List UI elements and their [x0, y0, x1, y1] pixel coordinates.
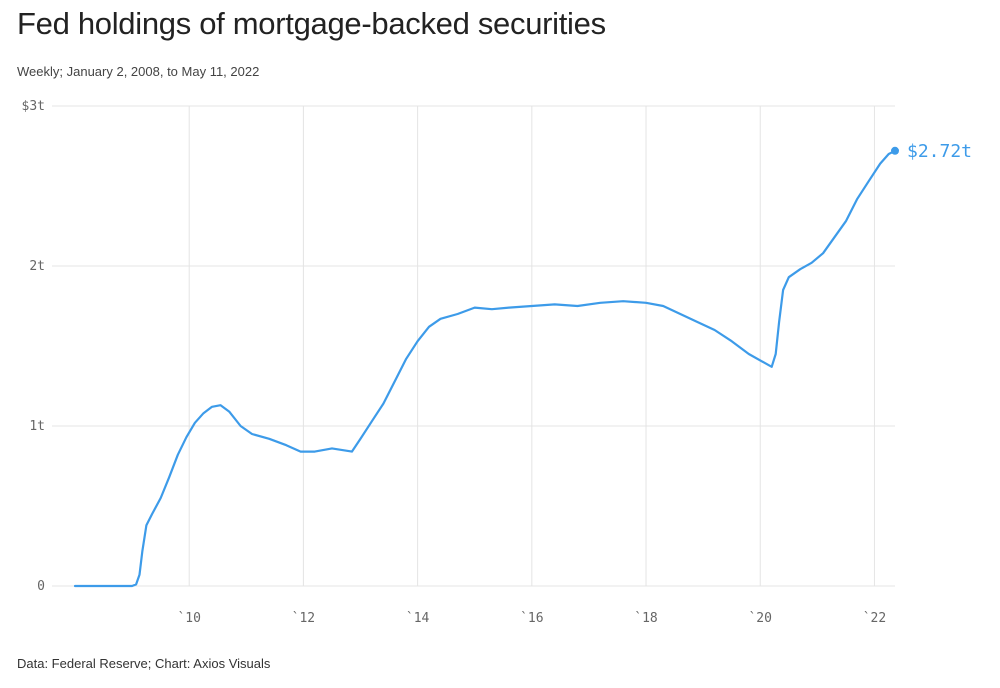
x-tick-label: `18	[634, 611, 657, 626]
source-note: Data: Federal Reserve; Chart: Axios Visu…	[17, 656, 271, 671]
end-point	[891, 146, 899, 155]
y-tick-label: 0	[37, 579, 45, 594]
axis-ticks: 0 1t 2t $3t `10 `12 `14 `16 `18 `20 `22	[22, 99, 887, 626]
series-line	[73, 149, 897, 588]
chart-subtitle: Weekly; January 2, 2008, to May 11, 2022	[17, 64, 260, 79]
x-tick-label: `20	[748, 611, 771, 626]
series-layer: $2.72t	[73, 141, 972, 588]
x-tick-label: `12	[292, 611, 315, 626]
chart-title: Fed holdings of mortgage-backed securiti…	[17, 6, 606, 41]
x-tick-label: `16	[520, 611, 543, 626]
y-tick-label: 1t	[29, 419, 45, 434]
y-tick-label: $3t	[22, 99, 45, 114]
grid-lines	[52, 105, 895, 587]
y-tick-label: 2t	[29, 259, 45, 274]
x-tick-label: `10	[177, 611, 200, 626]
end-value-label: $2.72t	[907, 141, 972, 162]
x-tick-label: `22	[863, 611, 886, 626]
x-tick-label: `14	[406, 611, 430, 626]
